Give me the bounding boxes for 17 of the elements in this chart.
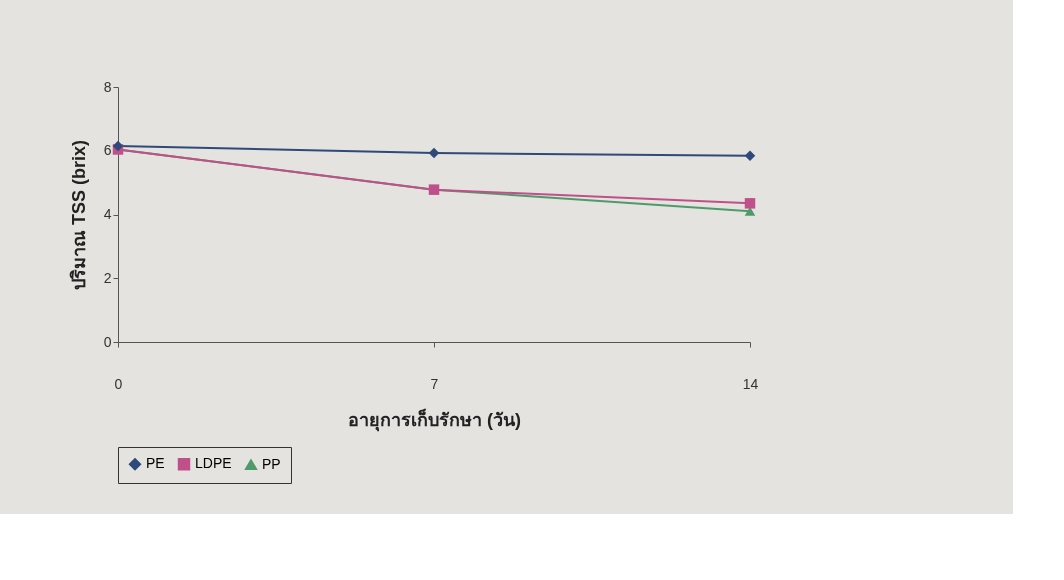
point bbox=[744, 150, 756, 162]
y-tick-label: 6 bbox=[103, 142, 112, 159]
point bbox=[112, 140, 124, 152]
x-tick-label: 14 bbox=[742, 375, 759, 392]
point bbox=[744, 198, 756, 209]
point bbox=[428, 147, 440, 159]
y-tick-label: 8 bbox=[103, 78, 112, 95]
y-axis-title: ปริมาณ TSS (brix) bbox=[68, 139, 89, 291]
x-axis-title: อายุการเก็บรักษา (วัน) bbox=[348, 407, 521, 432]
x-tick-label: 7 bbox=[430, 375, 439, 392]
legend-label: LDPE bbox=[195, 455, 232, 472]
y-tick-label: 4 bbox=[103, 206, 112, 222]
y-tick-label: 2 bbox=[103, 269, 112, 286]
legend-label: PE bbox=[146, 455, 165, 472]
legend-label: PP bbox=[262, 455, 281, 472]
y-tick-label: 0 bbox=[103, 333, 112, 350]
x-tick-label: 0 bbox=[114, 375, 123, 392]
